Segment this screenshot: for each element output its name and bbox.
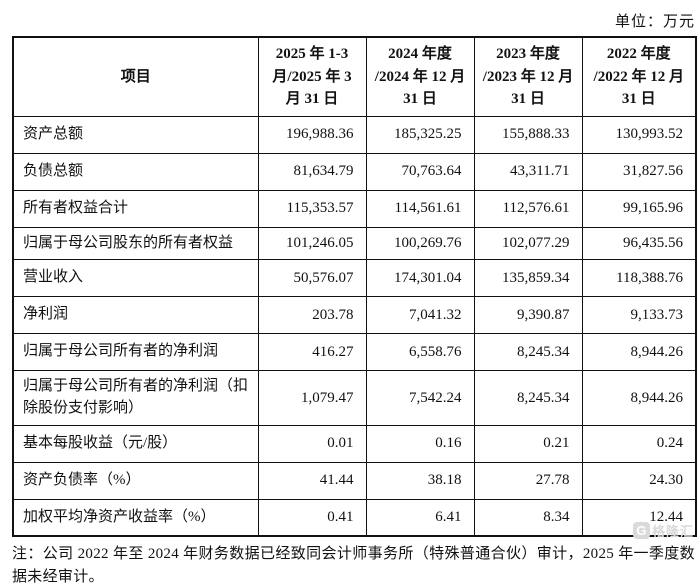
gelonghui-watermark: G 格隆汇	[632, 521, 694, 540]
audit-footnote: 注：公司 2022 年至 2024 年财务数据已经致同会计师事务所（特殊普通合伙…	[12, 546, 695, 585]
cell-value: 38.18	[365, 461, 475, 500]
cell-value: 96,435.56	[581, 226, 697, 261]
cell-value: 81,634.79	[257, 152, 367, 191]
header-period-2025: 2025 年 1-3 月/2025 年 3 月 31 日	[257, 36, 367, 117]
cell-value: 41.44	[257, 461, 367, 500]
table-row-total-equity: 所有者权益合计 115,353.57 114,561.61 112,576.61…	[12, 189, 697, 228]
table-row-basic-eps: 基本每股收益（元/股） 0.01 0.16 0.21 0.24	[12, 424, 697, 463]
row-label: 归属于母公司所有者的净利润（扣除股份支付影响）	[12, 370, 259, 426]
table-row-revenue: 营业收入 50,576.07 174,301.04 135,859.34 118…	[12, 259, 697, 298]
table-row-parent-net-profit: 归属于母公司所有者的净利润 416.27 6,558.76 8,245.34 8…	[12, 333, 697, 372]
cell-value: 135,859.34	[473, 259, 583, 298]
cell-value: 0.24	[581, 424, 697, 463]
document-page: 单位：万元 项目 2025 年 1-3 月/2025 年 3 月 31 日 20…	[12, 14, 697, 585]
row-label: 负债总额	[12, 152, 259, 191]
cell-value: 115,353.57	[257, 189, 367, 228]
gelonghui-logo-icon: G	[632, 522, 650, 539]
cell-value: 118,388.76	[581, 259, 697, 298]
cell-value: 24.30	[581, 461, 697, 500]
header-period-2024: 2024 年度 /2024 年 12 月 31 日	[365, 36, 475, 117]
cell-value: 416.27	[257, 333, 367, 372]
cell-value: 31,827.56	[581, 152, 697, 191]
row-label: 基本每股收益（元/股）	[12, 424, 259, 463]
row-label: 归属于母公司股东的所有者权益	[12, 226, 259, 261]
cell-value: 155,888.33	[473, 115, 583, 154]
cell-value: 6,558.76	[365, 333, 475, 372]
row-label: 营业收入	[12, 259, 259, 298]
cell-value: 102,077.29	[473, 226, 583, 261]
table-row-total-assets: 资产总额 196,988.36 185,325.25 155,888.33 13…	[12, 115, 697, 154]
row-label: 归属于母公司所有者的净利润	[12, 333, 259, 372]
cell-value: 0.41	[257, 498, 367, 537]
table-row-parent-net-profit-ex-sbc: 归属于母公司所有者的净利润（扣除股份支付影响） 1,079.47 7,542.2…	[12, 370, 697, 426]
cell-value: 185,325.25	[365, 115, 475, 154]
cell-value: 174,301.04	[365, 259, 475, 298]
cell-value: 8,944.26	[581, 333, 697, 372]
cell-value: 50,576.07	[257, 259, 367, 298]
cell-value: 6.41	[365, 498, 475, 537]
table-row-debt-ratio: 资产负债率（%） 41.44 38.18 27.78 24.30	[12, 461, 697, 500]
cell-value: 130,993.52	[581, 115, 697, 154]
cell-value: 0.16	[365, 424, 475, 463]
unit-label: 单位：万元	[614, 14, 695, 30]
cell-value: 99,165.96	[581, 189, 697, 228]
cell-value: 114,561.61	[365, 189, 475, 228]
cell-value: 8.34	[473, 498, 583, 537]
row-label: 所有者权益合计	[12, 189, 259, 228]
cell-value: 0.21	[473, 424, 583, 463]
table-row-parent-equity: 归属于母公司股东的所有者权益 101,246.05 100,269.76 102…	[12, 226, 697, 261]
cell-value: 196,988.36	[257, 115, 367, 154]
cell-value: 1,079.47	[257, 370, 367, 426]
gelonghui-watermark-text: 格隆汇	[651, 524, 694, 539]
cell-value: 7,041.32	[365, 296, 475, 335]
cell-value: 7,542.24	[365, 370, 475, 426]
cell-value: 8,944.26	[581, 370, 697, 426]
cell-value: 101,246.05	[257, 226, 367, 261]
cell-value: 112,576.61	[473, 189, 583, 228]
row-label: 加权平均净资产收益率（%）	[12, 498, 259, 537]
row-label: 资产负债率（%）	[12, 461, 259, 500]
cell-value: 9,133.73	[581, 296, 697, 335]
header-item-column: 项目	[12, 36, 259, 117]
row-label: 净利润	[12, 296, 259, 335]
cell-value: 203.78	[257, 296, 367, 335]
cell-value: 8,245.34	[473, 333, 583, 372]
row-label: 资产总额	[12, 115, 259, 154]
table-row-total-liabilities: 负债总额 81,634.79 70,763.64 43,311.71 31,82…	[12, 152, 697, 191]
cell-value: 70,763.64	[365, 152, 475, 191]
cell-value: 0.01	[257, 424, 367, 463]
cell-value: 43,311.71	[473, 152, 583, 191]
header-period-2022: 2022 年度 /2022 年 12 月 31 日	[581, 36, 697, 117]
header-period-2023: 2023 年度 /2023 年 12 月 31 日	[473, 36, 583, 117]
table-row-net-profit: 净利润 203.78 7,041.32 9,390.87 9,133.73	[12, 296, 697, 335]
cell-value: 8,245.34	[473, 370, 583, 426]
cell-value: 27.78	[473, 461, 583, 500]
financial-summary-table: 项目 2025 年 1-3 月/2025 年 3 月 31 日 2024 年度 …	[12, 36, 697, 538]
cell-value: 100,269.76	[365, 226, 475, 261]
table-row-roe: 加权平均净资产收益率（%） 0.41 6.41 8.34 12.44	[12, 498, 697, 537]
cell-value: 9,390.87	[473, 296, 583, 335]
table-header-row: 项目 2025 年 1-3 月/2025 年 3 月 31 日 2024 年度 …	[12, 36, 697, 117]
